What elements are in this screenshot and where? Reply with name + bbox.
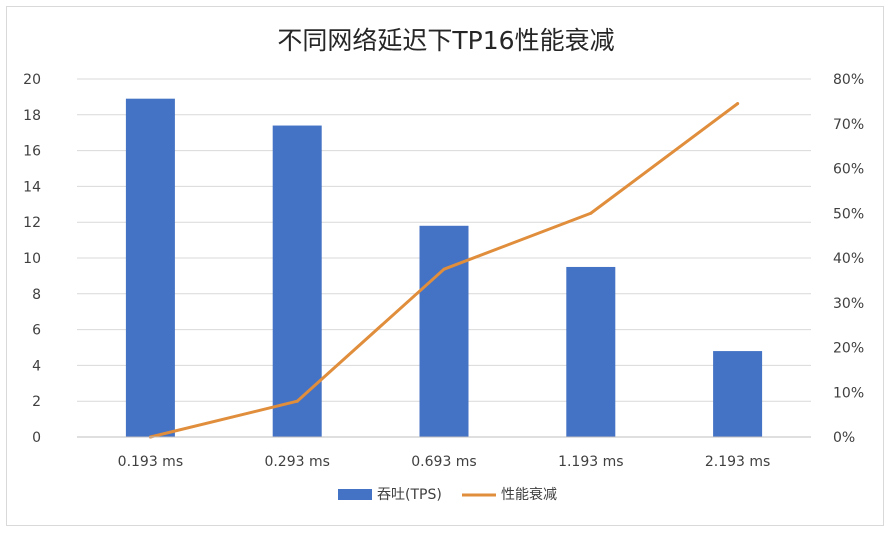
line-point [736, 102, 740, 106]
x-tick-label: 0.693 ms [411, 454, 476, 470]
bar [566, 266, 616, 437]
left-tick-label: 14 [23, 179, 41, 195]
left-tick-label: 12 [23, 215, 41, 231]
line-point [442, 267, 446, 271]
chart-title: 不同网络延迟下TP16性能衰减 [277, 26, 614, 55]
bar-series [125, 98, 763, 437]
left-tick-label: 18 [23, 108, 41, 124]
left-axis: 0 2 4 6 8 10 12 14 16 18 20 [23, 72, 41, 446]
legend-label-throughput: 吞吐(TPS) [377, 487, 442, 503]
line-point [295, 399, 299, 403]
x-tick-label: 0.293 ms [264, 454, 329, 470]
bar [272, 125, 322, 437]
left-tick-label: 10 [23, 251, 41, 267]
right-tick-label: 80% [833, 72, 864, 88]
right-axis: 0% 10% 20% 30% 40% 50% 60% 70% 80% [833, 72, 864, 446]
chart-frame: 不同网络延迟下TP16性能衰减 0 2 4 6 8 10 12 14 16 18 20 0% 10% 2… [6, 6, 884, 526]
left-tick-label: 0 [32, 430, 41, 446]
right-tick-label: 20% [833, 341, 864, 357]
left-tick-label: 6 [32, 323, 41, 339]
chart-svg: 不同网络延迟下TP16性能衰减 0 2 4 6 8 10 12 14 16 18 20 0% 10% 2… [23, 26, 864, 503]
x-tick-label: 0.193 ms [118, 454, 183, 470]
right-tick-label: 30% [833, 296, 864, 312]
legend-label-degradation: 性能衰减 [501, 486, 557, 503]
line-series [148, 102, 740, 439]
line-point [589, 211, 593, 215]
bar [713, 351, 763, 437]
x-tick-label: 2.193 ms [705, 454, 770, 470]
x-tick-label: 1.193 ms [558, 454, 623, 470]
right-tick-label: 40% [833, 251, 864, 267]
legend: 吞吐(TPS) 性能衰减 [338, 486, 557, 503]
bar [125, 98, 175, 437]
left-tick-label: 16 [23, 144, 41, 160]
left-tick-label: 8 [32, 287, 41, 303]
right-tick-label: 0% [833, 430, 855, 446]
left-tick-label: 20 [23, 72, 41, 88]
left-tick-label: 4 [32, 358, 41, 374]
right-tick-label: 10% [833, 385, 864, 401]
legend-swatch-throughput [338, 489, 372, 500]
bar [419, 225, 469, 437]
right-tick-label: 70% [833, 117, 864, 133]
right-tick-label: 50% [833, 206, 864, 222]
right-tick-label: 60% [833, 162, 864, 178]
left-tick-label: 2 [32, 394, 41, 410]
x-axis: 0.193 ms 0.293 ms 0.693 ms 1.193 ms 2.193 ms [77, 436, 811, 470]
